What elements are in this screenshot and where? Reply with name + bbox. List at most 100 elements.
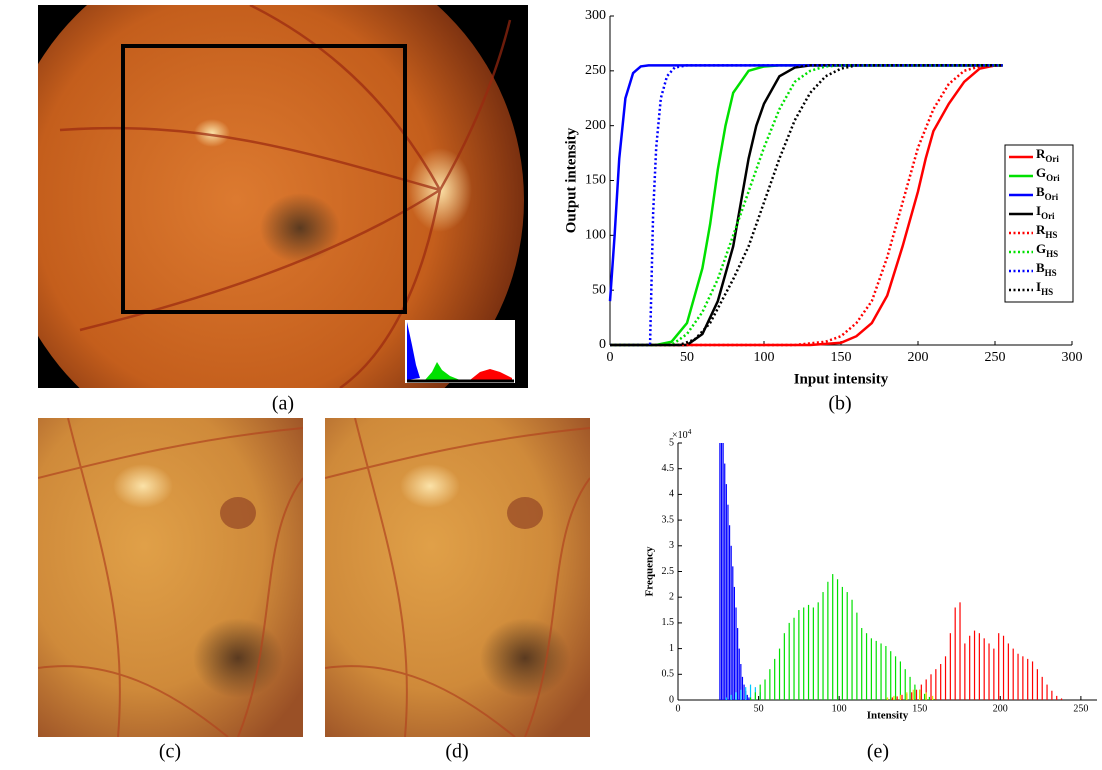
bar <box>726 697 727 700</box>
page: {"panel_labels": ["(a)", "(b)", "(c)", "… <box>0 0 1102 770</box>
bar <box>895 656 896 700</box>
y-tick-label: 250 <box>585 63 606 78</box>
bar <box>929 697 930 700</box>
bar <box>940 664 941 700</box>
bar <box>793 618 794 700</box>
line-series <box>610 65 1003 345</box>
line-series <box>610 65 1003 345</box>
bar <box>729 525 730 700</box>
bar <box>755 692 756 700</box>
y-tick-label: 100 <box>585 228 606 243</box>
bar <box>900 695 901 700</box>
bar <box>1051 691 1052 700</box>
bar <box>998 633 999 700</box>
bar <box>721 443 722 700</box>
bar <box>876 641 877 700</box>
x-tick-label: 0 <box>607 350 614 365</box>
bar <box>742 677 743 700</box>
panel-label: (e) <box>867 741 889 763</box>
line-series <box>610 65 1003 345</box>
bar <box>774 659 775 700</box>
bar <box>866 633 867 700</box>
enhanced-image-c <box>38 418 303 737</box>
y-tick-label: 200 <box>585 118 606 133</box>
bar <box>901 695 902 700</box>
bar <box>1027 659 1028 700</box>
bar <box>935 669 936 700</box>
bar <box>847 592 848 700</box>
bar <box>748 697 749 700</box>
bar <box>921 685 922 700</box>
figure: (a)(b)(c)(d)(e)0501001502002503000501001… <box>0 0 1102 770</box>
legend-name: G <box>1036 165 1046 180</box>
y-tick-label: 0 <box>599 337 606 352</box>
bar <box>732 566 733 700</box>
bar <box>945 656 946 700</box>
bar <box>905 669 906 700</box>
legend-subscript: Ori <box>1045 154 1059 164</box>
bar <box>909 677 910 700</box>
bar <box>851 600 852 700</box>
y-tick-label: 3 <box>669 540 674 551</box>
bar <box>735 607 736 700</box>
bar <box>737 628 738 700</box>
bar <box>808 605 809 700</box>
legend-subscript: HS <box>1041 287 1053 297</box>
x-tick-label: 0 <box>676 703 681 714</box>
bar <box>724 464 725 700</box>
x-axis-label: Input intensity <box>794 371 889 387</box>
bar <box>979 633 980 700</box>
bar <box>932 696 933 700</box>
bar <box>969 636 970 700</box>
bar <box>893 696 894 700</box>
bar <box>906 692 907 700</box>
bar <box>1003 636 1004 700</box>
x-tick-label: 150 <box>831 350 852 365</box>
bar <box>1008 643 1009 700</box>
x-tick-label: 200 <box>993 703 1008 714</box>
legend-subscript: Ori <box>1041 211 1055 221</box>
bar <box>784 633 785 700</box>
legend-subscript: Ori <box>1046 173 1060 183</box>
bar <box>880 643 881 700</box>
x-tick-label: 300 <box>1062 350 1083 365</box>
y-scale-base: ×10 <box>672 430 688 441</box>
x-tick-label: 50 <box>754 703 764 714</box>
y-tick-label: 4.5 <box>662 463 675 474</box>
y-tick-label: 0 <box>669 694 674 705</box>
legend-name: B <box>1036 184 1045 199</box>
legend-name: B <box>1036 260 1045 275</box>
y-scale-label: ×104 <box>672 427 692 442</box>
bar <box>719 443 720 700</box>
bar <box>984 638 985 700</box>
bar <box>914 685 915 700</box>
bar <box>916 690 917 700</box>
bar <box>798 610 799 700</box>
y-tick-label: 3.5 <box>662 514 675 525</box>
line-series <box>610 65 1003 345</box>
bar <box>1042 677 1043 700</box>
legend-subscript: HS <box>1045 230 1057 240</box>
bar <box>735 692 736 700</box>
legend-subscript: HS <box>1045 268 1057 278</box>
bar <box>993 649 994 700</box>
bar <box>955 607 956 700</box>
x-tick-label: 250 <box>1073 703 1088 714</box>
bar <box>750 697 751 700</box>
bar <box>926 692 927 700</box>
legend-subscript: HS <box>1046 249 1058 259</box>
bar <box>1061 698 1062 700</box>
y-axis-label: Output intensity <box>563 127 579 233</box>
y-axis-label: Frequency <box>644 546 656 596</box>
bar <box>734 587 735 700</box>
y-tick-label: 2 <box>669 591 674 602</box>
bar <box>890 651 891 700</box>
bar <box>1056 696 1057 700</box>
bar <box>900 661 901 700</box>
x-tick-label: 100 <box>832 703 847 714</box>
bar <box>743 685 744 700</box>
bar <box>731 546 732 700</box>
bar <box>747 695 748 700</box>
bar <box>934 699 935 700</box>
fundus-image <box>0 0 528 462</box>
